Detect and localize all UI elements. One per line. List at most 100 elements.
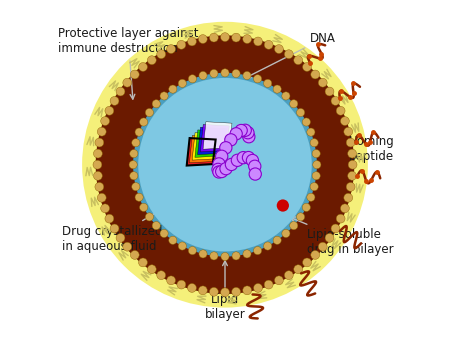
Text: Homing
peptide: Homing peptide: [349, 135, 395, 163]
Circle shape: [138, 78, 312, 251]
Circle shape: [336, 214, 345, 223]
Circle shape: [273, 236, 281, 244]
Circle shape: [133, 73, 317, 257]
Circle shape: [297, 213, 305, 221]
Circle shape: [96, 35, 354, 294]
Polygon shape: [192, 133, 221, 160]
Circle shape: [341, 117, 349, 126]
Circle shape: [274, 276, 284, 285]
Text: Lipid
bilayer: Lipid bilayer: [205, 261, 245, 321]
Circle shape: [264, 242, 272, 250]
Circle shape: [302, 118, 310, 126]
Circle shape: [129, 161, 137, 169]
Circle shape: [210, 252, 218, 260]
Circle shape: [130, 70, 139, 79]
Circle shape: [152, 222, 160, 230]
Circle shape: [254, 37, 262, 46]
Circle shape: [198, 35, 207, 44]
Circle shape: [232, 287, 241, 296]
Circle shape: [290, 100, 298, 108]
Circle shape: [221, 252, 229, 261]
Circle shape: [254, 284, 262, 292]
Text: Protective layer against
immune destruction: Protective layer against immune destruct…: [58, 27, 199, 99]
Circle shape: [130, 250, 139, 259]
Circle shape: [216, 165, 228, 178]
Circle shape: [225, 134, 237, 146]
Circle shape: [294, 56, 302, 64]
Circle shape: [346, 182, 355, 191]
Circle shape: [312, 150, 320, 158]
Circle shape: [277, 199, 289, 212]
Circle shape: [307, 193, 315, 201]
Circle shape: [110, 224, 119, 233]
Circle shape: [243, 151, 255, 164]
Polygon shape: [198, 127, 226, 155]
Circle shape: [157, 271, 166, 280]
Circle shape: [220, 288, 230, 297]
Circle shape: [346, 138, 355, 147]
Circle shape: [220, 33, 230, 42]
Circle shape: [210, 69, 218, 78]
Circle shape: [139, 62, 148, 71]
Circle shape: [97, 193, 106, 202]
Circle shape: [130, 150, 138, 158]
Circle shape: [239, 124, 252, 137]
Circle shape: [294, 265, 302, 274]
Circle shape: [243, 286, 252, 295]
Circle shape: [145, 108, 153, 117]
Circle shape: [297, 108, 305, 117]
Circle shape: [160, 229, 168, 238]
Circle shape: [273, 85, 281, 93]
Circle shape: [336, 106, 345, 115]
Polygon shape: [203, 122, 232, 149]
Circle shape: [302, 203, 310, 212]
Circle shape: [82, 22, 368, 308]
Circle shape: [178, 242, 186, 250]
Circle shape: [189, 247, 197, 255]
Circle shape: [307, 128, 315, 136]
Circle shape: [231, 154, 243, 166]
Polygon shape: [187, 138, 216, 166]
Circle shape: [243, 35, 252, 44]
Circle shape: [132, 139, 140, 147]
Circle shape: [135, 193, 143, 201]
Circle shape: [331, 224, 340, 233]
Circle shape: [237, 152, 249, 164]
Circle shape: [243, 71, 251, 80]
Circle shape: [325, 87, 334, 96]
Circle shape: [220, 163, 232, 175]
Circle shape: [310, 139, 318, 147]
Circle shape: [123, 242, 132, 251]
Circle shape: [105, 106, 114, 115]
Circle shape: [152, 100, 160, 108]
Circle shape: [318, 242, 327, 251]
Circle shape: [348, 172, 356, 180]
Circle shape: [166, 276, 176, 285]
Circle shape: [243, 250, 251, 258]
Circle shape: [198, 286, 207, 295]
Circle shape: [216, 150, 228, 162]
Circle shape: [177, 40, 186, 49]
Circle shape: [246, 154, 259, 167]
Circle shape: [311, 70, 320, 79]
Circle shape: [341, 204, 349, 213]
Circle shape: [157, 50, 166, 59]
Circle shape: [243, 131, 255, 143]
Circle shape: [249, 168, 261, 180]
Circle shape: [94, 149, 102, 158]
Circle shape: [264, 280, 273, 289]
Circle shape: [116, 234, 125, 242]
Circle shape: [282, 229, 290, 238]
Text: Drug crystallized
in aqueous fluid: Drug crystallized in aqueous fluid: [62, 194, 187, 253]
Circle shape: [166, 45, 176, 54]
Circle shape: [242, 127, 254, 139]
Circle shape: [310, 182, 318, 191]
Circle shape: [282, 92, 290, 100]
Circle shape: [97, 127, 106, 136]
Circle shape: [313, 161, 321, 169]
Circle shape: [344, 193, 353, 202]
Circle shape: [302, 258, 311, 267]
Circle shape: [177, 280, 186, 289]
Circle shape: [209, 287, 218, 296]
Circle shape: [188, 284, 196, 292]
